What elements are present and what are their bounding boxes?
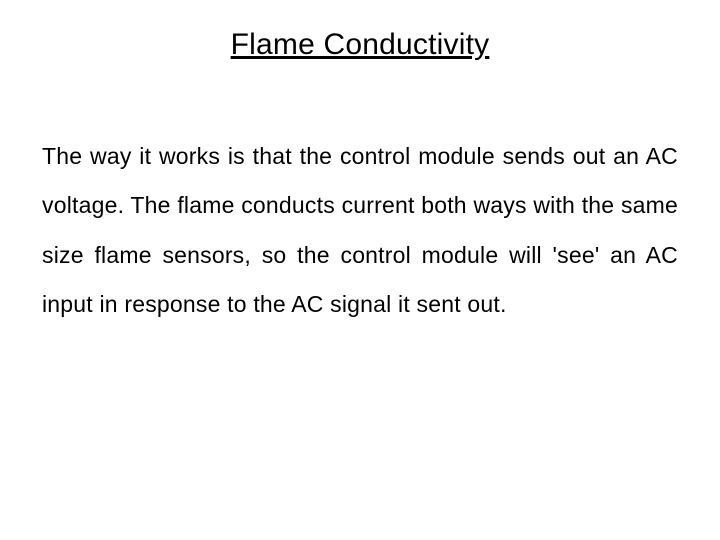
page-title: Flame Conductivity xyxy=(42,28,678,62)
body-paragraph: The way it works is that the control mod… xyxy=(42,132,678,330)
